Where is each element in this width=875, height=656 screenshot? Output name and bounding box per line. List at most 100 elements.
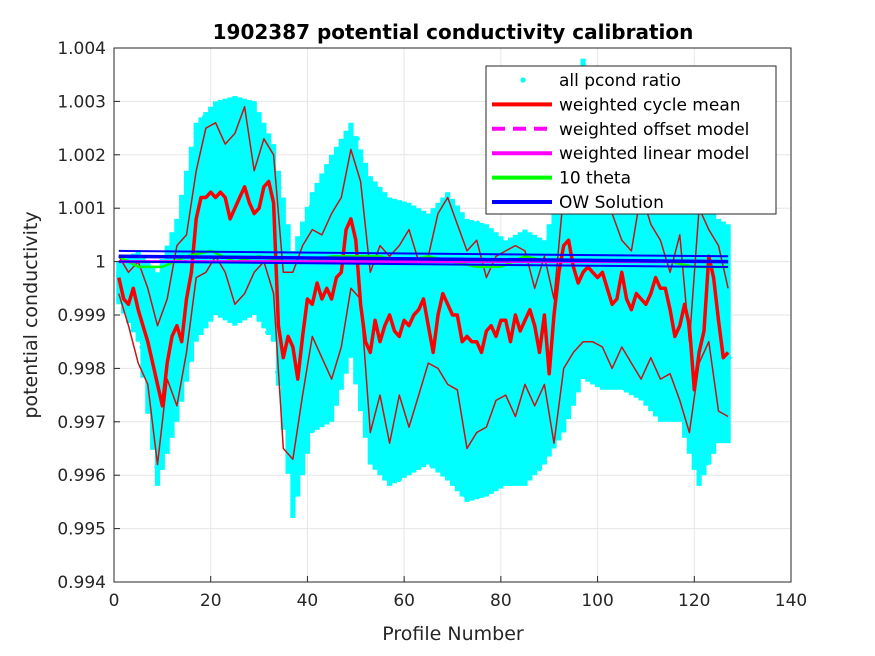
pcond-point xyxy=(663,392,668,397)
pcond-point xyxy=(478,357,483,362)
y-tick-label: 1.001 xyxy=(57,199,106,219)
pcond-column xyxy=(445,192,451,481)
pcond-point xyxy=(727,355,732,361)
pcond-column xyxy=(411,205,417,473)
pcond-point xyxy=(627,218,632,223)
pcond-column xyxy=(454,205,460,492)
pcond-point xyxy=(387,271,393,276)
pcond-point xyxy=(508,278,513,284)
pcond-point xyxy=(648,273,653,278)
pcond-point xyxy=(376,230,381,236)
pcond-point xyxy=(499,303,504,308)
pcond-point xyxy=(238,162,243,167)
pcond-point xyxy=(164,311,170,317)
pcond-point xyxy=(303,268,309,274)
pcond-point xyxy=(373,436,378,442)
pcond-point xyxy=(187,301,193,306)
pcond-point xyxy=(494,241,499,246)
pcond-point xyxy=(251,100,257,106)
pcond-point xyxy=(440,238,445,244)
pcond-column xyxy=(503,240,509,486)
pcond-point xyxy=(439,341,444,347)
pcond-point xyxy=(617,357,623,363)
pcond-point xyxy=(285,381,291,386)
ow-error-line xyxy=(118,260,729,268)
pcond-point xyxy=(508,481,513,486)
pcond-point xyxy=(397,477,402,483)
weighted-cycle-mean-line xyxy=(117,179,730,408)
x-tick-label: 120 xyxy=(678,591,710,611)
pcond-column xyxy=(657,170,664,422)
pcond-point xyxy=(629,353,634,359)
pcond-point xyxy=(222,212,228,217)
pcond-point xyxy=(255,167,260,172)
pcond-point xyxy=(562,316,567,321)
pcond-point xyxy=(406,310,412,316)
pcond-point xyxy=(304,263,309,268)
pcond-column xyxy=(377,186,383,476)
pcond-point xyxy=(697,243,702,248)
pcond-column xyxy=(565,146,572,420)
pcond-column xyxy=(706,176,712,465)
pcond-column xyxy=(493,232,499,492)
pcond-column xyxy=(203,112,209,329)
pcond-point xyxy=(115,270,121,275)
pcond-point xyxy=(499,438,504,443)
pcond-point xyxy=(667,214,672,220)
pcond-point xyxy=(308,204,314,209)
pcond-point xyxy=(455,248,461,254)
pcond-point xyxy=(322,278,328,283)
OW-Solution-line xyxy=(118,254,729,264)
pcond-point xyxy=(395,340,400,345)
pcond-point xyxy=(652,369,657,375)
pcond-point xyxy=(695,321,700,326)
pcond-point xyxy=(250,217,255,223)
pcond-point xyxy=(566,369,571,374)
pcond-column xyxy=(367,176,373,465)
pcond-point xyxy=(637,358,642,363)
pcond-point xyxy=(692,432,697,438)
pcond-column xyxy=(251,101,257,316)
pcond-point xyxy=(150,328,155,334)
pcond-point xyxy=(677,303,682,308)
pcond-column xyxy=(396,200,402,481)
pcond-column xyxy=(604,146,610,390)
pcond-point xyxy=(723,417,729,422)
pcond-column xyxy=(212,101,219,316)
pcond-point xyxy=(560,335,566,341)
pcond-point xyxy=(666,244,672,250)
pcond-point xyxy=(579,351,584,356)
y-tick-label: 0.997 xyxy=(57,413,106,433)
pcond-point xyxy=(464,326,469,331)
pcond-point xyxy=(463,449,468,454)
pcond-point xyxy=(583,281,589,286)
pcond-point xyxy=(290,411,295,417)
pcond-point xyxy=(441,356,446,361)
pcond-point xyxy=(489,387,494,392)
pcond-point xyxy=(377,374,382,379)
pcond-point xyxy=(700,272,706,278)
pcond-point xyxy=(267,167,272,172)
x-tick-label: 140 xyxy=(775,591,807,611)
pcond-point xyxy=(387,299,392,305)
pcond-point xyxy=(305,214,310,220)
pcond-column xyxy=(532,234,538,476)
pcond-column xyxy=(696,133,702,486)
pcond-point xyxy=(145,408,151,413)
pcond-point xyxy=(450,374,456,380)
pcond-point xyxy=(649,387,654,393)
pcond-point xyxy=(570,375,575,380)
pcond-point xyxy=(347,278,352,283)
pcond-point xyxy=(643,377,649,382)
pcond-point xyxy=(150,281,156,287)
pcond-column xyxy=(643,186,649,406)
pcond-point xyxy=(154,464,159,470)
pcond-point xyxy=(139,344,144,350)
pcond-point xyxy=(120,268,125,273)
pcond-column xyxy=(387,197,393,486)
pcond-point xyxy=(507,362,512,367)
pcond-point xyxy=(330,391,335,396)
y-tick-label: 1.004 xyxy=(57,39,106,59)
pcond-point xyxy=(386,293,391,298)
pcond-point xyxy=(502,433,508,438)
